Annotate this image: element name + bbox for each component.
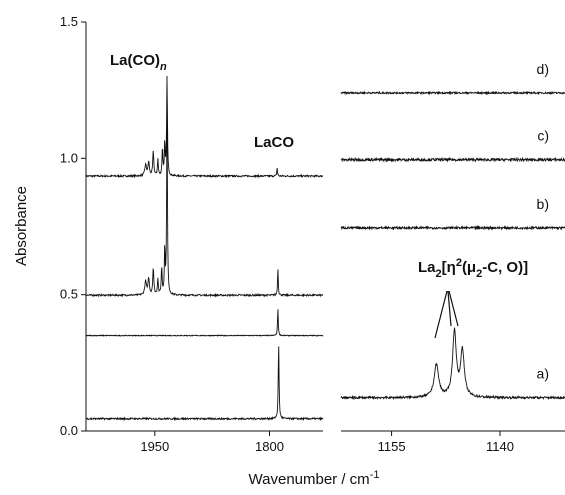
pointer-line-left — [434, 290, 448, 339]
x-tick-label: 1155 — [378, 439, 406, 454]
y-axis-title: Absorbance — [13, 186, 30, 266]
annotation-laco: LaCO — [254, 134, 294, 151]
left-spectra — [85, 75, 324, 422]
right-x-axis-ticks: 1155 1140 — [378, 431, 514, 454]
spectrum-trace — [340, 156, 565, 163]
spectrum-trace — [85, 346, 324, 422]
x-tick-label: 1140 — [486, 439, 514, 454]
spectrum-trace — [340, 327, 565, 401]
x-tick-label: 1950 — [140, 439, 169, 454]
pointer-line-right — [448, 290, 459, 327]
y-tick-label: 1.0 — [60, 150, 78, 165]
spectrum-trace — [85, 75, 324, 179]
left-panel: 0.0 0.5 1.0 1.5 1950 1800 — [60, 14, 324, 454]
y-tick-label: 1.5 — [60, 14, 78, 29]
annotation-la-co-n: La(CO)n — [110, 52, 167, 73]
pointer-line-middle — [447, 290, 452, 327]
trace-label: a) — [537, 366, 549, 382]
left-x-axis-ticks: 1950 1800 — [140, 431, 284, 454]
spectrum-trace — [340, 225, 565, 231]
right-spectra — [340, 90, 565, 401]
trace-label: c) — [537, 128, 549, 144]
trace-label: b) — [537, 196, 549, 212]
annotation-pointer-lines — [434, 290, 459, 339]
y-axis-ticks: 0.0 0.5 1.0 1.5 — [60, 14, 86, 438]
trace-labels: d) c) b) a) — [537, 61, 549, 382]
annotation-la2-complex: La2[η2(μ2-C, O)] — [418, 257, 528, 280]
spectrum-trace — [340, 90, 565, 96]
y-tick-label: 0.0 — [60, 423, 78, 438]
y-tick-label: 0.5 — [60, 287, 78, 302]
x-tick-label: 1800 — [255, 439, 284, 454]
trace-label: d) — [537, 61, 549, 77]
spectrum-trace — [85, 309, 324, 337]
spectrum-trace — [85, 115, 324, 298]
left-panel-axes — [85, 22, 323, 432]
right-panel: 1155 1140 d) c) b) a) — [340, 61, 565, 454]
x-axis-title: Wavenumber / cm-1 — [249, 469, 380, 488]
